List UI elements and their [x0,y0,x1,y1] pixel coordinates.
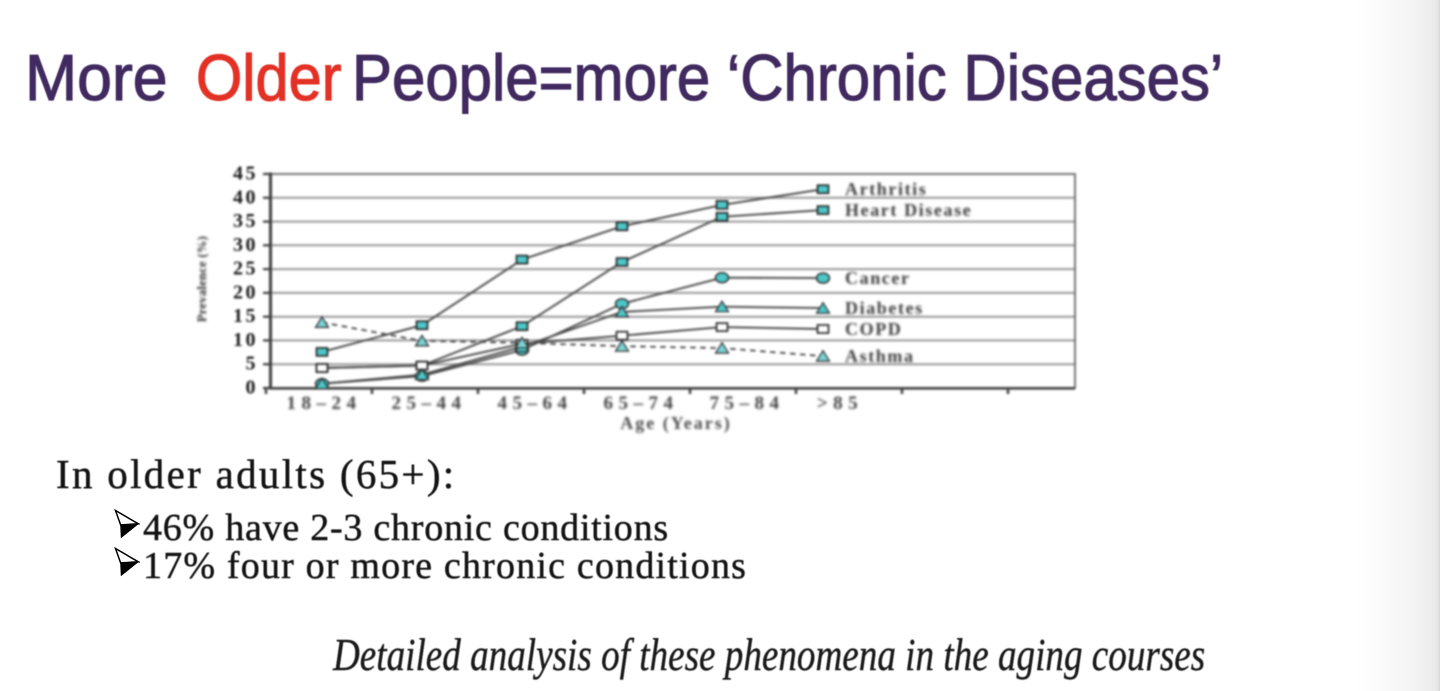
svg-text:0: 0 [246,377,259,399]
svg-text:65–74: 65–74 [604,393,679,414]
svg-text:25–44: 25–44 [392,393,467,414]
svg-text:20: 20 [233,281,258,303]
svg-text:10: 10 [233,329,258,351]
svg-text:18–24: 18–24 [287,393,362,414]
svg-text:15: 15 [233,305,258,327]
svg-text:25: 25 [233,258,258,280]
svg-text:5: 5 [246,353,259,375]
svg-text:Age (Years): Age (Years) [620,413,731,434]
svg-text:45: 45 [233,163,258,185]
svg-text:Heart Disease: Heart Disease [845,200,972,220]
svg-text:COPD: COPD [845,319,902,339]
svg-text:Arthritis: Arthritis [845,179,927,199]
svg-text:Diabetes: Diabetes [845,298,924,318]
svg-text:45–64: 45–64 [498,393,573,414]
svg-text:Cancer: Cancer [845,268,911,288]
svg-text:75–84: 75–84 [710,393,785,414]
svg-text:>85: >85 [817,393,863,414]
svg-text:40: 40 [233,186,258,208]
svg-text:30: 30 [233,234,258,256]
svg-text:Prevalence (%): Prevalence (%) [195,236,209,322]
svg-text:Asthma: Asthma [845,346,915,366]
svg-text:35: 35 [233,210,258,232]
